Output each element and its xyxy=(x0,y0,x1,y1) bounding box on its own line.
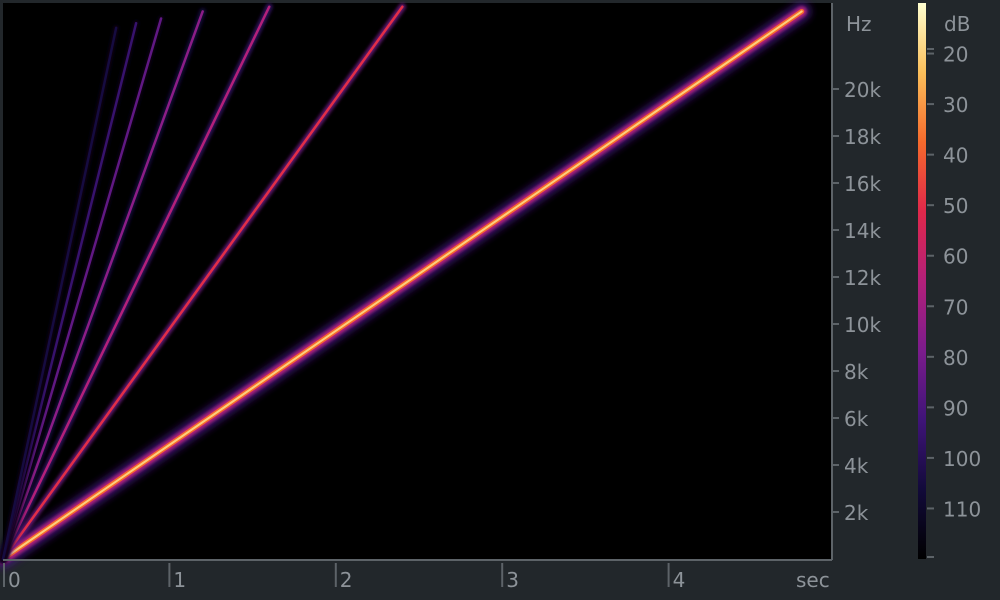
y-tick-label: 14k xyxy=(844,219,881,243)
colorbar xyxy=(918,3,926,559)
y-tick-label: 4k xyxy=(844,454,869,478)
chirp-line-3 xyxy=(1,5,271,561)
y-tick-label: 8k xyxy=(844,360,869,384)
x-tick-label: 3 xyxy=(506,568,519,592)
y-tick-label: 12k xyxy=(844,266,881,290)
y-tick-label: 20k xyxy=(844,78,881,102)
chirp-line-2 xyxy=(1,5,404,561)
chirp-line-5 xyxy=(1,17,163,561)
chirp-line-4 xyxy=(1,10,204,561)
colorbar-tick-label: 110 xyxy=(943,497,981,521)
colorbar-tick-label: 50 xyxy=(943,194,968,218)
colorbar-tick-label: 20 xyxy=(943,43,968,67)
x-axis-unit: sec xyxy=(796,568,830,592)
y-axis-ticks: 2k 4k 6k 8k 10k 12k 14k 16k 18k 20k xyxy=(832,78,881,525)
chirp-series-group xyxy=(0,2,811,568)
chirp-line-7 xyxy=(1,26,118,561)
colorbar-tick-label: 30 xyxy=(943,93,968,117)
x-axis-ticks: 0 1 2 3 4 xyxy=(3,563,686,592)
colorbar-ticks: 20 30 40 50 60 70 80 90 100 110 xyxy=(927,43,981,558)
colorbar-unit: dB xyxy=(944,12,970,36)
x-tick-label: 0 xyxy=(8,568,21,592)
y-tick-label: 18k xyxy=(844,125,881,149)
colorbar-tick-label: 90 xyxy=(943,396,968,420)
colorbar-tick-label: 60 xyxy=(943,245,968,269)
colorbar-tick-label: 100 xyxy=(943,447,981,471)
x-tick-label: 2 xyxy=(340,568,353,592)
y-tick-label: 2k xyxy=(844,501,869,525)
chirp-line-1 xyxy=(2,10,803,560)
colorbar-tick-label: 70 xyxy=(943,295,968,319)
y-tick-label: 10k xyxy=(844,313,881,337)
y-axis-unit: Hz xyxy=(846,12,872,36)
x-tick-label: 4 xyxy=(673,568,686,592)
colorbar-tick-label: 80 xyxy=(943,346,968,370)
y-tick-label: 6k xyxy=(844,407,869,431)
colorbar-tick-label: 40 xyxy=(943,144,968,168)
x-tick-label: 1 xyxy=(173,568,186,592)
y-tick-label: 16k xyxy=(844,172,881,196)
